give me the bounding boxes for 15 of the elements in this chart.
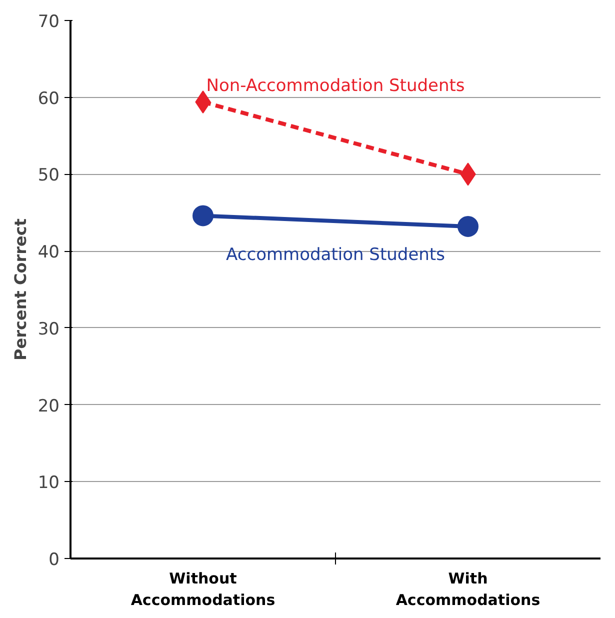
y-tick-label: 70 — [38, 12, 60, 32]
y-tick-label: 20 — [38, 396, 60, 416]
point — [458, 216, 478, 237]
point — [192, 205, 214, 226]
y-axis-title: Percent Correct — [10, 218, 30, 360]
y-tick-label: 50 — [38, 166, 60, 186]
series-label: Accommodation Students — [226, 245, 446, 266]
y-tick-label: 10 — [38, 473, 60, 494]
x-tick-label: Without Accommodations — [130, 570, 276, 610]
y-tick-label: 30 — [38, 319, 60, 340]
y-tick-label: 40 — [38, 242, 60, 263]
x-tick-label: With Accommodations — [396, 570, 540, 610]
series-label: Non-Accommodation Students — [206, 76, 465, 96]
y-tick-label: 60 — [38, 88, 60, 109]
y-tick-label: 0 — [48, 550, 60, 570]
